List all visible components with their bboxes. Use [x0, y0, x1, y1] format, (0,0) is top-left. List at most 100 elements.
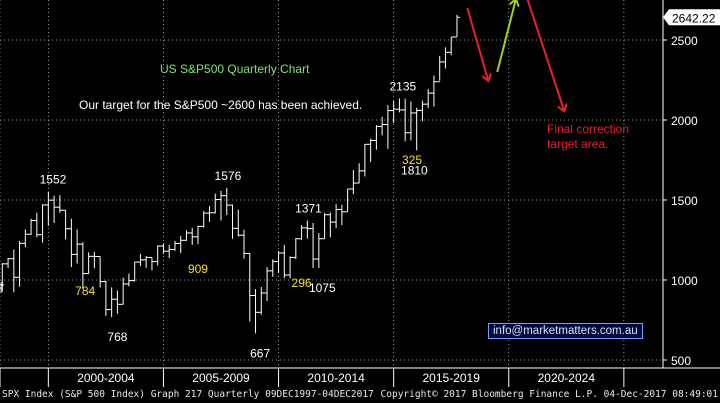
ohlc-bar — [68, 218, 75, 268]
point-label: 667 — [250, 346, 270, 360]
ohlc-bar — [33, 212, 40, 238]
green-arrow — [496, 0, 515, 73]
ohlc-bar — [269, 259, 276, 277]
ohlc-bar — [189, 227, 196, 245]
ohlc-bar — [264, 267, 271, 301]
point-label: 1371 — [295, 202, 322, 216]
ohlc-bar — [442, 47, 449, 69]
ohlc-bar — [56, 195, 63, 213]
ohlc-bar — [79, 242, 86, 289]
ohlc-bar — [281, 244, 288, 279]
ohlc-bar — [246, 252, 253, 322]
x-tick-label: 2015-2019 — [423, 371, 481, 385]
ohlc-bar — [384, 105, 391, 149]
point-label: 296 — [292, 276, 312, 290]
ohlc-bar — [114, 290, 121, 314]
x-tick-label: 2010-2014 — [307, 371, 365, 385]
point-label: 768 — [107, 330, 127, 344]
ohlc-bar — [85, 252, 92, 275]
x-tick-label: 2000-2004 — [77, 371, 135, 385]
ohlc-bar — [241, 229, 248, 259]
ohlc-bar — [287, 256, 294, 279]
ohlc-bar — [177, 236, 184, 254]
ohlc-bar — [258, 287, 265, 315]
ohlc-bar — [28, 218, 35, 236]
ohlc-bar — [407, 101, 414, 141]
ohlc-bar — [0, 263, 6, 292]
y-tick-label: 500 — [671, 354, 691, 368]
ohlc-bar — [206, 206, 213, 222]
point-label: 2135 — [390, 79, 417, 93]
ohlc-bar — [200, 211, 207, 228]
ohlc-bar — [102, 280, 109, 316]
last-price-label: 2642.22 — [672, 11, 716, 25]
axis-layer: 500 1000 1500 2000 2500 2000-2004 2005-2009 201… — [0, 0, 720, 387]
email-link[interactable]: info@marketmatters.com.au — [488, 323, 643, 339]
ohlc-bar — [235, 209, 242, 237]
y-tick-label: 2500 — [671, 34, 698, 48]
ohlc-bar — [453, 14, 460, 38]
ohlc-bar — [292, 238, 299, 260]
ohlc-bar — [91, 251, 98, 269]
chart-title: US S&P500 Quarterly Chart — [160, 62, 310, 76]
ohlc-bar — [321, 212, 328, 240]
ohlc-bar — [194, 225, 201, 245]
ohlc-bar — [252, 289, 259, 334]
ohlc-bar — [367, 138, 374, 162]
ohlc-bar — [436, 55, 443, 83]
ohlc-bar — [125, 273, 132, 287]
bloomberg-footer: SPX Index (S&P 500 Index) Graph 217 Quar… — [0, 387, 720, 403]
ohlc-bar — [131, 261, 138, 282]
ohlc-bar — [143, 256, 150, 268]
point-label: 325 — [402, 153, 422, 167]
ohlc-bar — [310, 223, 317, 268]
bar-layer — [0, 14, 460, 334]
footer-left-text: SPX Index (S&P 500 Index) Graph 217 Quar… — [2, 389, 374, 400]
ohlc-bar — [356, 163, 363, 184]
ohlc-bar — [22, 229, 29, 248]
x-tick-label: 2020-2024 — [538, 371, 596, 385]
point-label: 1576 — [215, 169, 242, 183]
point-label: 909 — [188, 262, 208, 276]
grid-layer — [0, 0, 663, 368]
ohlc-bar — [45, 191, 52, 226]
last-price-box — [663, 9, 720, 26]
final-correction-note: Final correction target area. — [547, 122, 630, 151]
ohlc-bar — [327, 212, 334, 238]
ohlc-bar — [430, 75, 437, 107]
y-tick-label: 1500 — [671, 194, 698, 208]
sp500-quarterly-chart: 500 1000 1500 2000 2500 2000-2004 2005-2009 201… — [0, 0, 720, 387]
ohlc-bar — [108, 287, 115, 318]
ohlc-bar — [74, 229, 81, 264]
ohlc-bar — [344, 188, 351, 213]
ohlc-bar — [448, 36, 455, 56]
x-tick-label: 2005-2009 — [192, 371, 250, 385]
ohlc-bar — [379, 116, 386, 136]
ohlc-bar — [51, 195, 58, 224]
ohlc-bar — [304, 220, 311, 239]
arrow-layer — [466, 0, 564, 110]
red-arrow — [526, 0, 564, 110]
point-label: 1075 — [309, 281, 336, 295]
ohlc-bar — [402, 98, 409, 142]
y-tick-label: 1000 — [671, 274, 698, 288]
ohlc-bar — [315, 233, 322, 268]
ohlc-bar — [419, 100, 426, 122]
red-arrow — [466, 7, 488, 80]
ohlc-bar — [333, 204, 340, 228]
y-tick-label: 2000 — [671, 114, 698, 128]
ohlc-bar — [212, 193, 219, 214]
ohlc-bar — [413, 107, 420, 151]
ohlc-bar — [298, 224, 305, 241]
ohlc-bar — [120, 277, 127, 305]
target-achieved-note: Our target for the S&P500 ~2600 has been… — [79, 98, 363, 112]
ohlc-bar — [350, 170, 357, 195]
ohlc-bar — [229, 204, 236, 239]
ohlc-bar — [39, 204, 46, 243]
ohlc-bar — [390, 100, 397, 124]
ohlc-bar — [166, 244, 173, 259]
ohlc-bar — [137, 253, 144, 267]
ohlc-bar — [275, 251, 282, 273]
